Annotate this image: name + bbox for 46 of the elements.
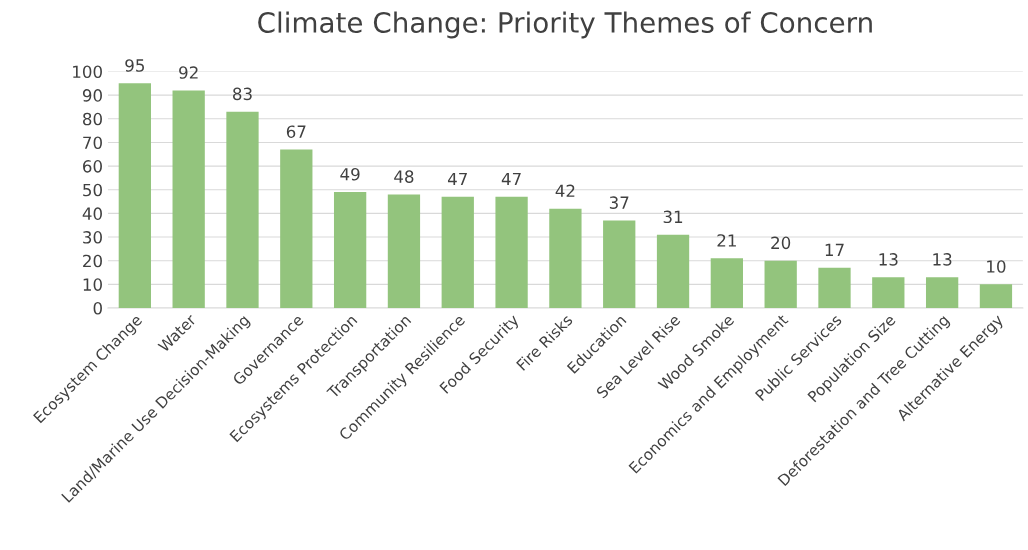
- y-tick-label: 90: [82, 89, 102, 102]
- data-label: 10: [987, 260, 1006, 273]
- data-label: 49: [340, 167, 360, 181]
- bar: [549, 208, 582, 308]
- y-tick-label: 20: [83, 254, 102, 268]
- bar: [710, 258, 743, 308]
- data-label: 47: [501, 172, 521, 186]
- data-label: 42: [555, 184, 575, 197]
- y-tick-label: 40: [82, 207, 102, 220]
- data-label: 13: [879, 253, 898, 266]
- bar: [872, 277, 905, 308]
- y-tick-label: 80: [83, 112, 102, 126]
- y-tick-label: 70: [83, 136, 102, 150]
- y-tick-label: 10: [83, 278, 102, 291]
- data-label: 13: [933, 253, 952, 266]
- y-tick-label: 50: [83, 183, 102, 197]
- bar: [280, 149, 313, 308]
- bar: [333, 192, 367, 308]
- bar: [172, 90, 205, 308]
- data-label: 47: [447, 172, 467, 186]
- bar: [979, 284, 1013, 308]
- data-label: 95: [125, 59, 144, 72]
- data-label: 20: [771, 236, 791, 250]
- bar: [603, 220, 636, 308]
- bar: [441, 196, 474, 308]
- y-tick-label: 60: [83, 160, 102, 173]
- chart-title: Climate Change: Priority Themes of Concern: [258, 11, 872, 39]
- bar: [925, 277, 959, 308]
- bar: [226, 111, 259, 308]
- y-tick-label: 100: [73, 65, 102, 79]
- bar: [387, 194, 421, 308]
- bar: [495, 196, 528, 308]
- data-label: 21: [717, 234, 736, 247]
- data-label: 17: [825, 243, 844, 256]
- bar: [818, 267, 851, 308]
- bar: [656, 234, 690, 308]
- data-label: 67: [286, 125, 306, 138]
- y-tick-label: 30: [83, 231, 102, 244]
- y-tick-label: 0: [93, 301, 102, 315]
- data-label: 37: [609, 196, 629, 209]
- data-label: 31: [663, 210, 683, 224]
- data-label: 83: [233, 87, 252, 101]
- bar: [764, 260, 797, 308]
- data-label: 92: [179, 66, 198, 79]
- bar: [118, 83, 151, 308]
- data-label: 48: [394, 170, 414, 183]
